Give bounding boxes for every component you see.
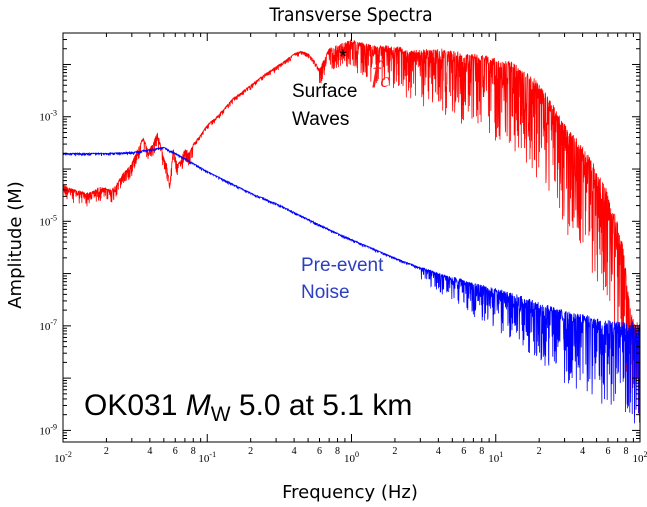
x-tick-label: 10-1 (198, 450, 216, 465)
pre-event-noise-label-line2: Noise (301, 282, 350, 303)
event-label-w: W (211, 403, 231, 426)
series-group (63, 38, 640, 424)
y-tick-label: 10-9 (39, 422, 57, 437)
x-tick-label: 102 (633, 450, 647, 465)
x-minor-tick-label: 2 (104, 446, 109, 457)
y-tick-label: 10-3 (39, 109, 57, 124)
surface-waves-asterisk: * (339, 47, 347, 68)
x-axis-label: Frequency (Hz) (282, 482, 418, 503)
pre-event-noise-label-line1: Pre-event (301, 255, 384, 276)
chart-title: Transverse Spectra (268, 4, 432, 26)
x-minor-tick-label: 4 (147, 446, 152, 457)
x-minor-tick-label: 6 (317, 446, 322, 457)
y-tick-label: 10-7 (39, 318, 57, 333)
x-minor-tick-label: 8 (335, 446, 340, 457)
x-minor-tick-label: 8 (191, 446, 196, 457)
y-axis-label: Amplitude (M) (5, 181, 26, 309)
event-label: OK031 MW 5.0 at 5.1 km (84, 389, 412, 426)
series-line-event (63, 38, 640, 417)
corner-frequency-sub: c (380, 70, 389, 92)
event-label-suffix: 5.0 at 5.1 km (231, 389, 413, 422)
x-minor-tick-label: 4 (580, 446, 585, 457)
event-label-prefix: OK031 (84, 389, 186, 422)
x-minor-tick-label: 2 (392, 446, 397, 457)
surface-waves-label-line2: Waves (292, 109, 349, 130)
x-tick-label: 10-2 (54, 450, 72, 465)
surface-waves-label-line1: Surface (292, 81, 357, 102)
x-minor-tick-label: 6 (605, 446, 610, 457)
x-minor-tick-label: 2 (537, 446, 542, 457)
x-minor-tick-label: 6 (173, 446, 178, 457)
y-tick-label: 10-5 (39, 213, 57, 228)
x-minor-tick-label: 4 (436, 446, 441, 457)
plot-frame (62, 32, 641, 443)
x-tick-label: 101 (488, 450, 503, 465)
series-line-noise (63, 146, 640, 424)
x-minor-tick-label: 8 (479, 446, 484, 457)
x-minor-tick-label: 6 (461, 446, 466, 457)
x-minor-tick-label: 8 (624, 446, 629, 457)
x-minor-tick-label: 2 (248, 446, 253, 457)
x-tick-label: 100 (344, 450, 359, 465)
x-minor-tick-label: 4 (292, 446, 297, 457)
event-label-m: M (186, 389, 211, 422)
